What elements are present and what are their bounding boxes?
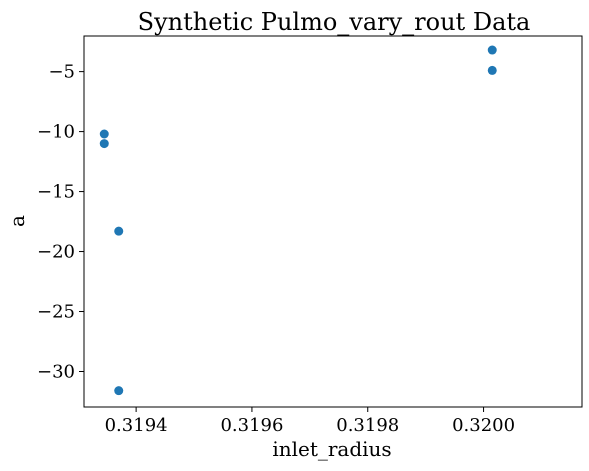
y-tick-label: −30	[37, 361, 75, 382]
x-tick-label: 0.3196	[220, 415, 283, 436]
data-point	[99, 129, 109, 139]
x-tick-label: 0.3200	[452, 415, 515, 436]
plot-area	[83, 35, 583, 408]
y-tick-label: −15	[37, 182, 75, 203]
y-axis: −30 −25 −20 −15 −10 −5	[37, 62, 84, 382]
data-point	[114, 386, 124, 396]
x-axis-label: inlet_radius	[272, 437, 391, 461]
plot-frame	[83, 35, 583, 408]
data-point	[114, 226, 124, 236]
y-axis-label: a	[5, 215, 29, 227]
x-axis: 0.3194 0.3196 0.3198 0.3200	[105, 407, 515, 436]
x-tick-label: 0.3194	[105, 415, 168, 436]
data-point	[487, 65, 497, 75]
y-tick-label: −5	[48, 62, 75, 83]
y-tick-label: −25	[37, 302, 75, 323]
y-tick-label: −10	[37, 122, 75, 143]
chart-title: Synthetic Pulmo_vary_rout Data	[138, 8, 531, 36]
y-tick-label: −20	[37, 242, 75, 263]
data-point	[99, 139, 109, 149]
x-tick-label: 0.3198	[336, 415, 399, 436]
points-layer	[99, 45, 497, 396]
data-point	[487, 45, 497, 55]
